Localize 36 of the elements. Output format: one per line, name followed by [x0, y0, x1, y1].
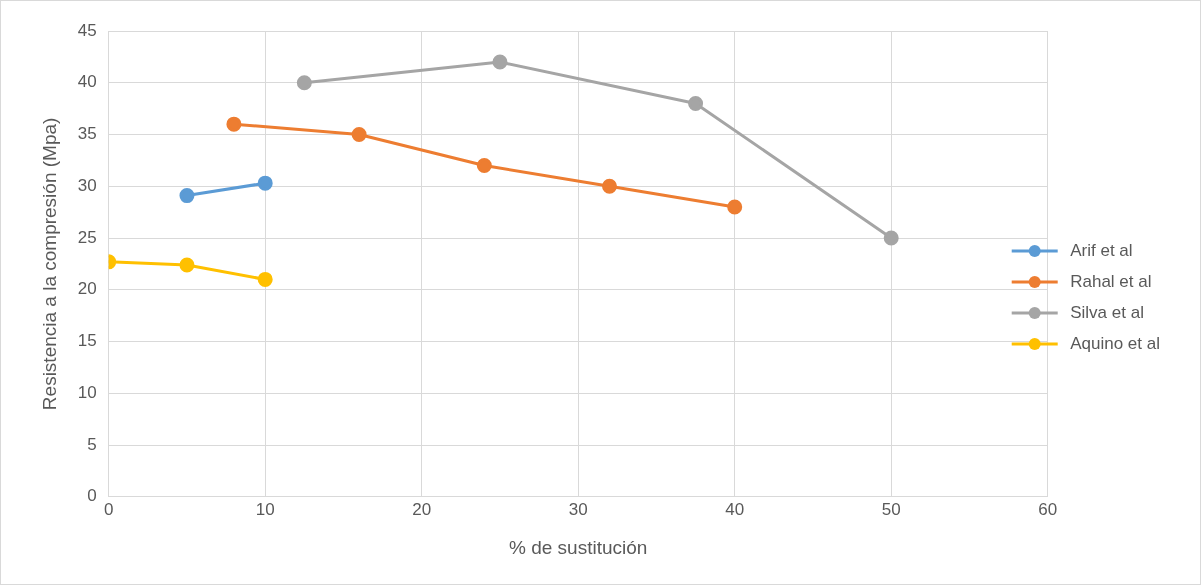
- y-tick-label: 25: [77, 227, 97, 247]
- legend-label: Arif et al: [1070, 240, 1133, 260]
- point: [492, 54, 508, 70]
- x-tick-label: 0: [103, 499, 114, 519]
- point: [226, 116, 242, 132]
- x-tick-label: 20: [412, 499, 432, 519]
- x-tick-label: 30: [568, 499, 588, 519]
- x-tick-label: 60: [1038, 499, 1058, 519]
- legend-label: Aquino et al: [1070, 333, 1161, 353]
- y-tick-label: 20: [77, 279, 97, 299]
- x-tick-label: 10: [255, 499, 275, 519]
- point: [727, 199, 743, 215]
- point: [296, 75, 312, 91]
- y-tick-label: 15: [77, 331, 97, 351]
- legend-label: Silva et al: [1070, 302, 1144, 322]
- legend-label: Rahal et al: [1070, 271, 1152, 291]
- y-tick-label: 45: [77, 20, 97, 40]
- point: [602, 178, 618, 194]
- point: [257, 175, 273, 191]
- x-tick-label: 40: [725, 499, 745, 519]
- point: [351, 127, 367, 143]
- y-axis-title: Resistencia a la compresión (Mpa): [38, 117, 60, 411]
- point: [179, 188, 195, 204]
- y-tick-label: 30: [77, 175, 97, 195]
- y-tick-label: 35: [77, 124, 97, 144]
- point: [257, 271, 273, 287]
- y-tick-label: 5: [87, 434, 97, 454]
- point: [688, 95, 704, 111]
- point: [883, 230, 899, 246]
- y-tick-label: 0: [87, 486, 97, 506]
- point: [179, 257, 195, 273]
- x-tick-label: 50: [881, 499, 901, 519]
- point: [476, 158, 492, 174]
- y-tick-label: 40: [77, 72, 97, 92]
- x-axis-title: % de sustitución: [509, 536, 648, 558]
- y-tick-label: 10: [77, 382, 97, 402]
